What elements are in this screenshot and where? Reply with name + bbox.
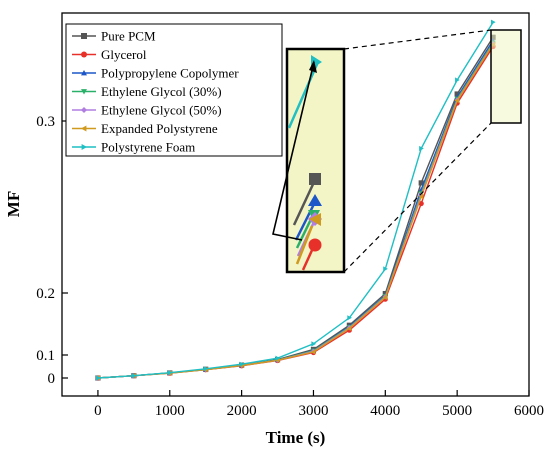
x-tick-label: 2000 <box>227 403 257 419</box>
x-tick-label: 4000 <box>370 403 400 419</box>
series-line-polystyrene-foam <box>97 21 494 379</box>
data-point-polystyrene-foam <box>490 19 496 25</box>
data-point-expanded-polystyrene <box>418 194 424 200</box>
data-point-polystyrene-foam <box>167 370 173 376</box>
inset-line-eps <box>295 225 314 265</box>
y-tick-label: 0.2 <box>36 286 55 302</box>
legend-label-glycerol: Glycerol <box>101 47 147 62</box>
zoom-connector-bottom <box>343 122 492 273</box>
data-point-polystyrene-foam <box>275 355 281 361</box>
legend-label-polystyrene-foam: Polystyrene Foam <box>101 140 195 155</box>
inset-marker-ppc <box>308 194 322 206</box>
data-point-expanded-polystyrene <box>454 97 460 104</box>
data-point-polystyrene-foam <box>383 266 388 272</box>
data-point-polystyrene-foam <box>455 77 460 83</box>
legend-marker-polypropylene-copolymer <box>81 70 87 76</box>
inset-marker-pcm <box>309 173 321 185</box>
legend-marker-glycerol <box>81 51 87 58</box>
data-point-expanded-polystyrene <box>346 325 352 331</box>
y-tick-label: 0.1 <box>36 348 55 364</box>
x-tick-label: 0 <box>94 403 102 419</box>
legend-marker-expanded-polystyrene <box>81 125 87 132</box>
inset-arrow <box>272 61 315 241</box>
legend-label-ethylene-glycol-50: Ethylene Glycol (50%) <box>101 103 222 118</box>
axis-ticks: 0 1000 2000 3000 4000 5000 6000 0 0.1 0.2 0.3 <box>36 114 544 419</box>
data-point-polystyrene-foam <box>131 373 137 379</box>
y-axis-title: MF <box>4 191 23 217</box>
legend-label-pure-pcm: Pure PCM <box>101 29 156 44</box>
data-point-expanded-polystyrene <box>310 349 316 355</box>
y-tick-label: 0.3 <box>36 114 55 130</box>
legend-box <box>65 23 283 157</box>
x-tick-label: 6000 <box>514 403 544 419</box>
inset <box>272 47 346 274</box>
inset-line-pcm <box>292 179 317 226</box>
legend-marker-polystyrene-foam <box>81 144 87 150</box>
legend-label-ethylene-glycol-30: Ethylene Glycol (30%) <box>101 84 222 99</box>
zoom-highlight-box <box>490 29 522 124</box>
plot-frame <box>61 12 530 397</box>
y-tick-label: 0 <box>48 371 56 387</box>
x-axis-title: Time (s) <box>266 428 326 447</box>
x-tick-label: 1000 <box>155 403 185 419</box>
data-point-polystyrene-foam <box>95 375 101 381</box>
data-point-pure-pcm <box>418 180 424 186</box>
inset-marker-eps <box>309 213 321 226</box>
zoom-connector-top <box>343 29 492 50</box>
legend-label-expanded-polystyrene: Expanded Polystyrene <box>101 121 218 136</box>
data-point-polystyrene-foam <box>419 145 424 152</box>
inset-marker-glycerol <box>308 238 322 252</box>
data-point-polystyrene-foam <box>239 361 245 367</box>
legend-marker-pure-pcm <box>81 33 87 39</box>
inset-line-foam <box>287 61 320 129</box>
data-point-pure-pcm <box>454 91 460 97</box>
x-tick-label: 3000 <box>298 403 328 419</box>
inset-arrowhead <box>309 60 317 73</box>
legend-marker-ethylene-glycol-50 <box>81 107 87 113</box>
data-point-polystyrene-foam <box>311 341 317 347</box>
inset-box <box>285 47 346 274</box>
data-point-polystyrene-foam <box>203 366 209 372</box>
inset-line-ppc <box>294 201 317 241</box>
inset-line-glycerol <box>301 247 315 271</box>
x-tick-label: 5000 <box>442 403 472 419</box>
legend-label-polypropylene-copolymer: Polypropylene Copolymer <box>101 66 239 81</box>
series-layer <box>95 19 496 381</box>
data-point-polystyrene-foam <box>347 315 352 321</box>
data-point-expanded-polystyrene <box>382 294 388 300</box>
legend: Pure PCM Glycerol Polypropylene Copolymer E… <box>65 23 283 157</box>
legend-marker-ethylene-glycol-30 <box>81 89 87 95</box>
